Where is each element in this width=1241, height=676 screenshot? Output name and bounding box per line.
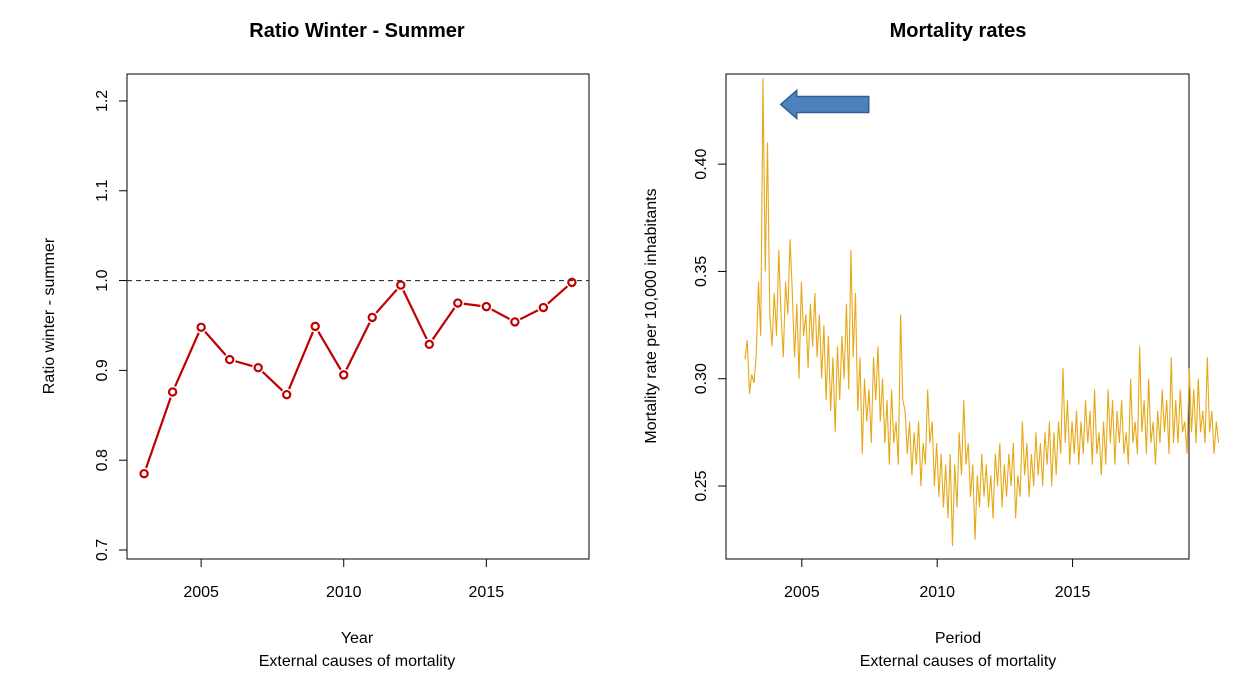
chart-subtitle: External causes of mortality <box>259 653 456 670</box>
series-segment <box>547 285 569 305</box>
data-point <box>424 339 434 350</box>
series-segment <box>204 331 227 356</box>
y-axis: 0.7 0.8 0.9 1.0 1.1 1.2 <box>94 90 128 561</box>
data-point <box>538 302 549 313</box>
data-point <box>139 468 149 479</box>
data-point <box>196 322 206 332</box>
y-axis-label: Ratio winter - summer <box>41 237 58 394</box>
y-tick-label: 0.7 <box>94 539 111 561</box>
data-point <box>282 389 292 400</box>
series-segment <box>375 288 398 314</box>
y-axis-label: Mortality rate per 10,000 inhabitants <box>643 188 660 443</box>
data-point <box>224 354 235 365</box>
data-point <box>253 362 263 373</box>
x-axis: 2005 2010 2015 <box>183 558 505 601</box>
data-point <box>453 298 463 308</box>
ratio-series-points <box>139 277 577 479</box>
chart-title: Mortality rates <box>890 20 1027 42</box>
mortality-series-line <box>744 78 1220 547</box>
y-tick-label: 1.0 <box>94 269 111 291</box>
y-axis: 0.25 0.30 0.35 0.40 <box>693 148 727 502</box>
y-tick-label: 1.1 <box>94 180 111 202</box>
data-point <box>481 301 492 312</box>
y-tick-label: 0.8 <box>94 449 111 471</box>
series-segment <box>431 307 456 341</box>
data-point <box>567 277 577 288</box>
series-segment <box>235 360 253 368</box>
y-tick-label: 0.40 <box>693 148 710 179</box>
chart-title: Ratio Winter - Summer <box>249 20 465 42</box>
y-tick-label: 0.30 <box>693 363 710 394</box>
data-point <box>367 312 377 323</box>
data-point <box>310 321 320 332</box>
series-segment <box>402 289 428 340</box>
data-point <box>167 387 178 397</box>
x-tick-label: 2010 <box>919 584 955 601</box>
series-segment <box>317 330 342 371</box>
series-segment <box>345 322 371 370</box>
series-segment <box>288 331 314 390</box>
series-segment <box>463 302 481 307</box>
y-tick-label: 1.2 <box>94 90 111 112</box>
series-segment <box>145 397 172 469</box>
plot-frame <box>126 73 590 560</box>
ratio-series-line <box>145 285 569 469</box>
x-tick-label: 2005 <box>183 584 219 601</box>
y-tick-label: 0.9 <box>94 359 111 381</box>
series-segment <box>174 332 200 387</box>
x-axis: 2005 2010 2015 <box>784 558 1091 601</box>
chart-subtitle: External causes of mortality <box>860 653 1057 670</box>
x-tick-label: 2015 <box>1055 584 1091 601</box>
x-axis-label: Year <box>341 630 374 647</box>
series-segment <box>261 371 284 392</box>
x-tick-label: 2010 <box>326 584 362 601</box>
annotation-arrow <box>779 88 870 121</box>
y-tick-label: 0.35 <box>693 256 710 287</box>
x-axis-label: Period <box>935 630 981 647</box>
y-tick-label: 0.25 <box>693 470 710 501</box>
ratio-chart: Ratio Winter - Summer 2005 2010 2015 0.70.… <box>41 20 590 670</box>
data-point <box>510 317 520 327</box>
data-point <box>339 370 349 380</box>
x-tick-label: 2015 <box>469 584 505 601</box>
series-segment <box>519 309 539 321</box>
data-point <box>396 280 406 290</box>
mortality-chart: Mortality rates 2005 2010 2015 0.25 0.30 0.3… <box>643 20 1220 670</box>
x-tick-label: 2005 <box>784 584 820 601</box>
series-segment <box>491 308 511 321</box>
